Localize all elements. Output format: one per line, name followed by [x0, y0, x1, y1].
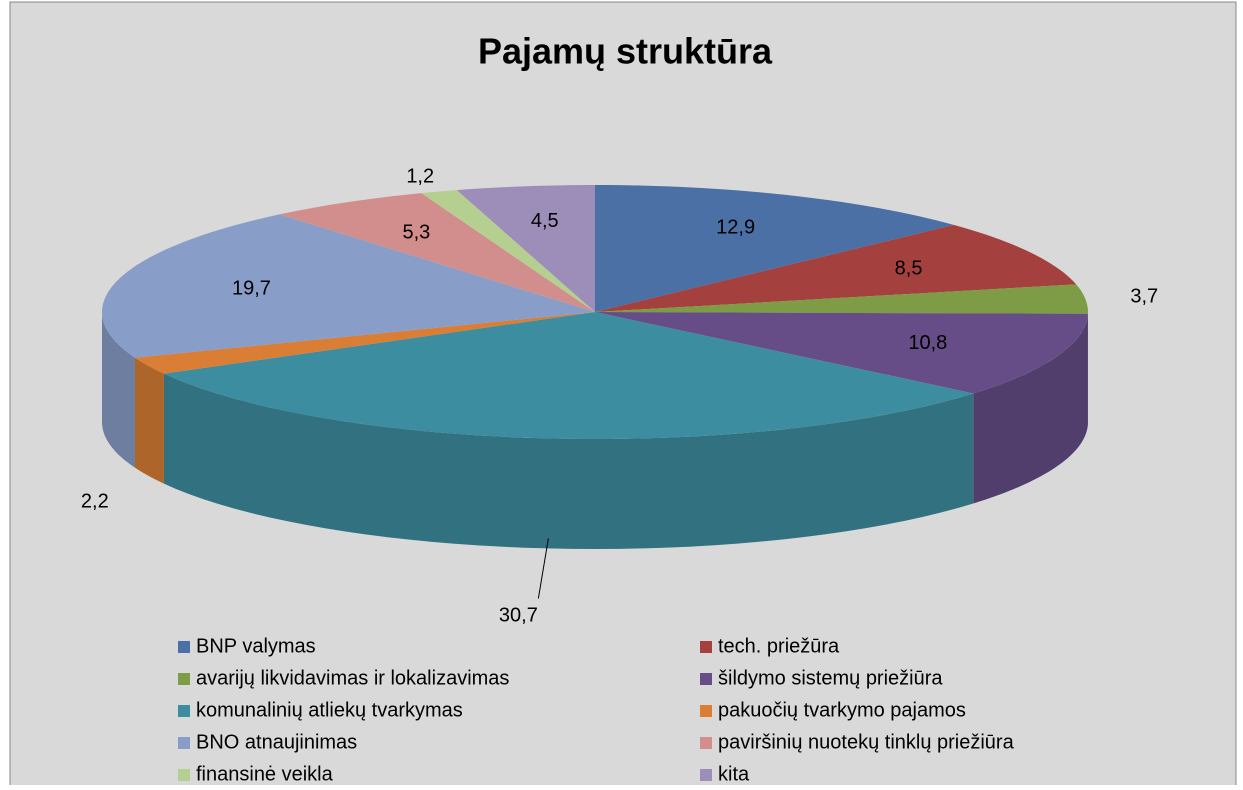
data-label: 8,5 [895, 257, 923, 279]
legend-label: tech. priežūra [718, 635, 840, 657]
slice-side [135, 358, 164, 484]
legend-swatch [700, 705, 712, 717]
data-label: 30,7 [499, 605, 538, 627]
chart-title: Pajamų struktūra [478, 31, 773, 72]
data-label: 10,8 [908, 332, 947, 354]
legend-swatch [178, 737, 190, 749]
legend-label: šildymo sistemų priežiūra [718, 667, 943, 689]
legend-label: komunalinių atliekų tvarkymas [196, 699, 463, 721]
legend-swatch [178, 641, 190, 653]
legend-label: avarijų likvidavimas ir lokalizavimas [196, 667, 509, 689]
legend-swatch [700, 673, 712, 685]
legend-swatch [700, 641, 712, 653]
data-label: 2,2 [81, 491, 109, 513]
legend-label: BNP valymas [196, 635, 316, 657]
data-label: 1,2 [406, 165, 434, 187]
legend-swatch [178, 673, 190, 685]
legend-label: pakuočių tvarkymo pajamos [718, 699, 966, 721]
data-label: 3,7 [1130, 286, 1158, 308]
data-label: 4,5 [531, 210, 559, 232]
data-label: 12,9 [716, 216, 755, 238]
data-label: 19,7 [232, 277, 271, 299]
legend-label: paviršinių nuotekų tinklų priežiūra [718, 731, 1015, 753]
legend-swatch [178, 705, 190, 717]
legend-label: finansinė veikla [196, 763, 334, 785]
legend-swatch [700, 737, 712, 749]
legend-swatch [178, 769, 190, 781]
legend-label: BNO atnaujinimas [196, 731, 357, 753]
legend-swatch [700, 769, 712, 781]
data-label: 5,3 [402, 221, 430, 243]
legend-label: kita [718, 763, 750, 785]
